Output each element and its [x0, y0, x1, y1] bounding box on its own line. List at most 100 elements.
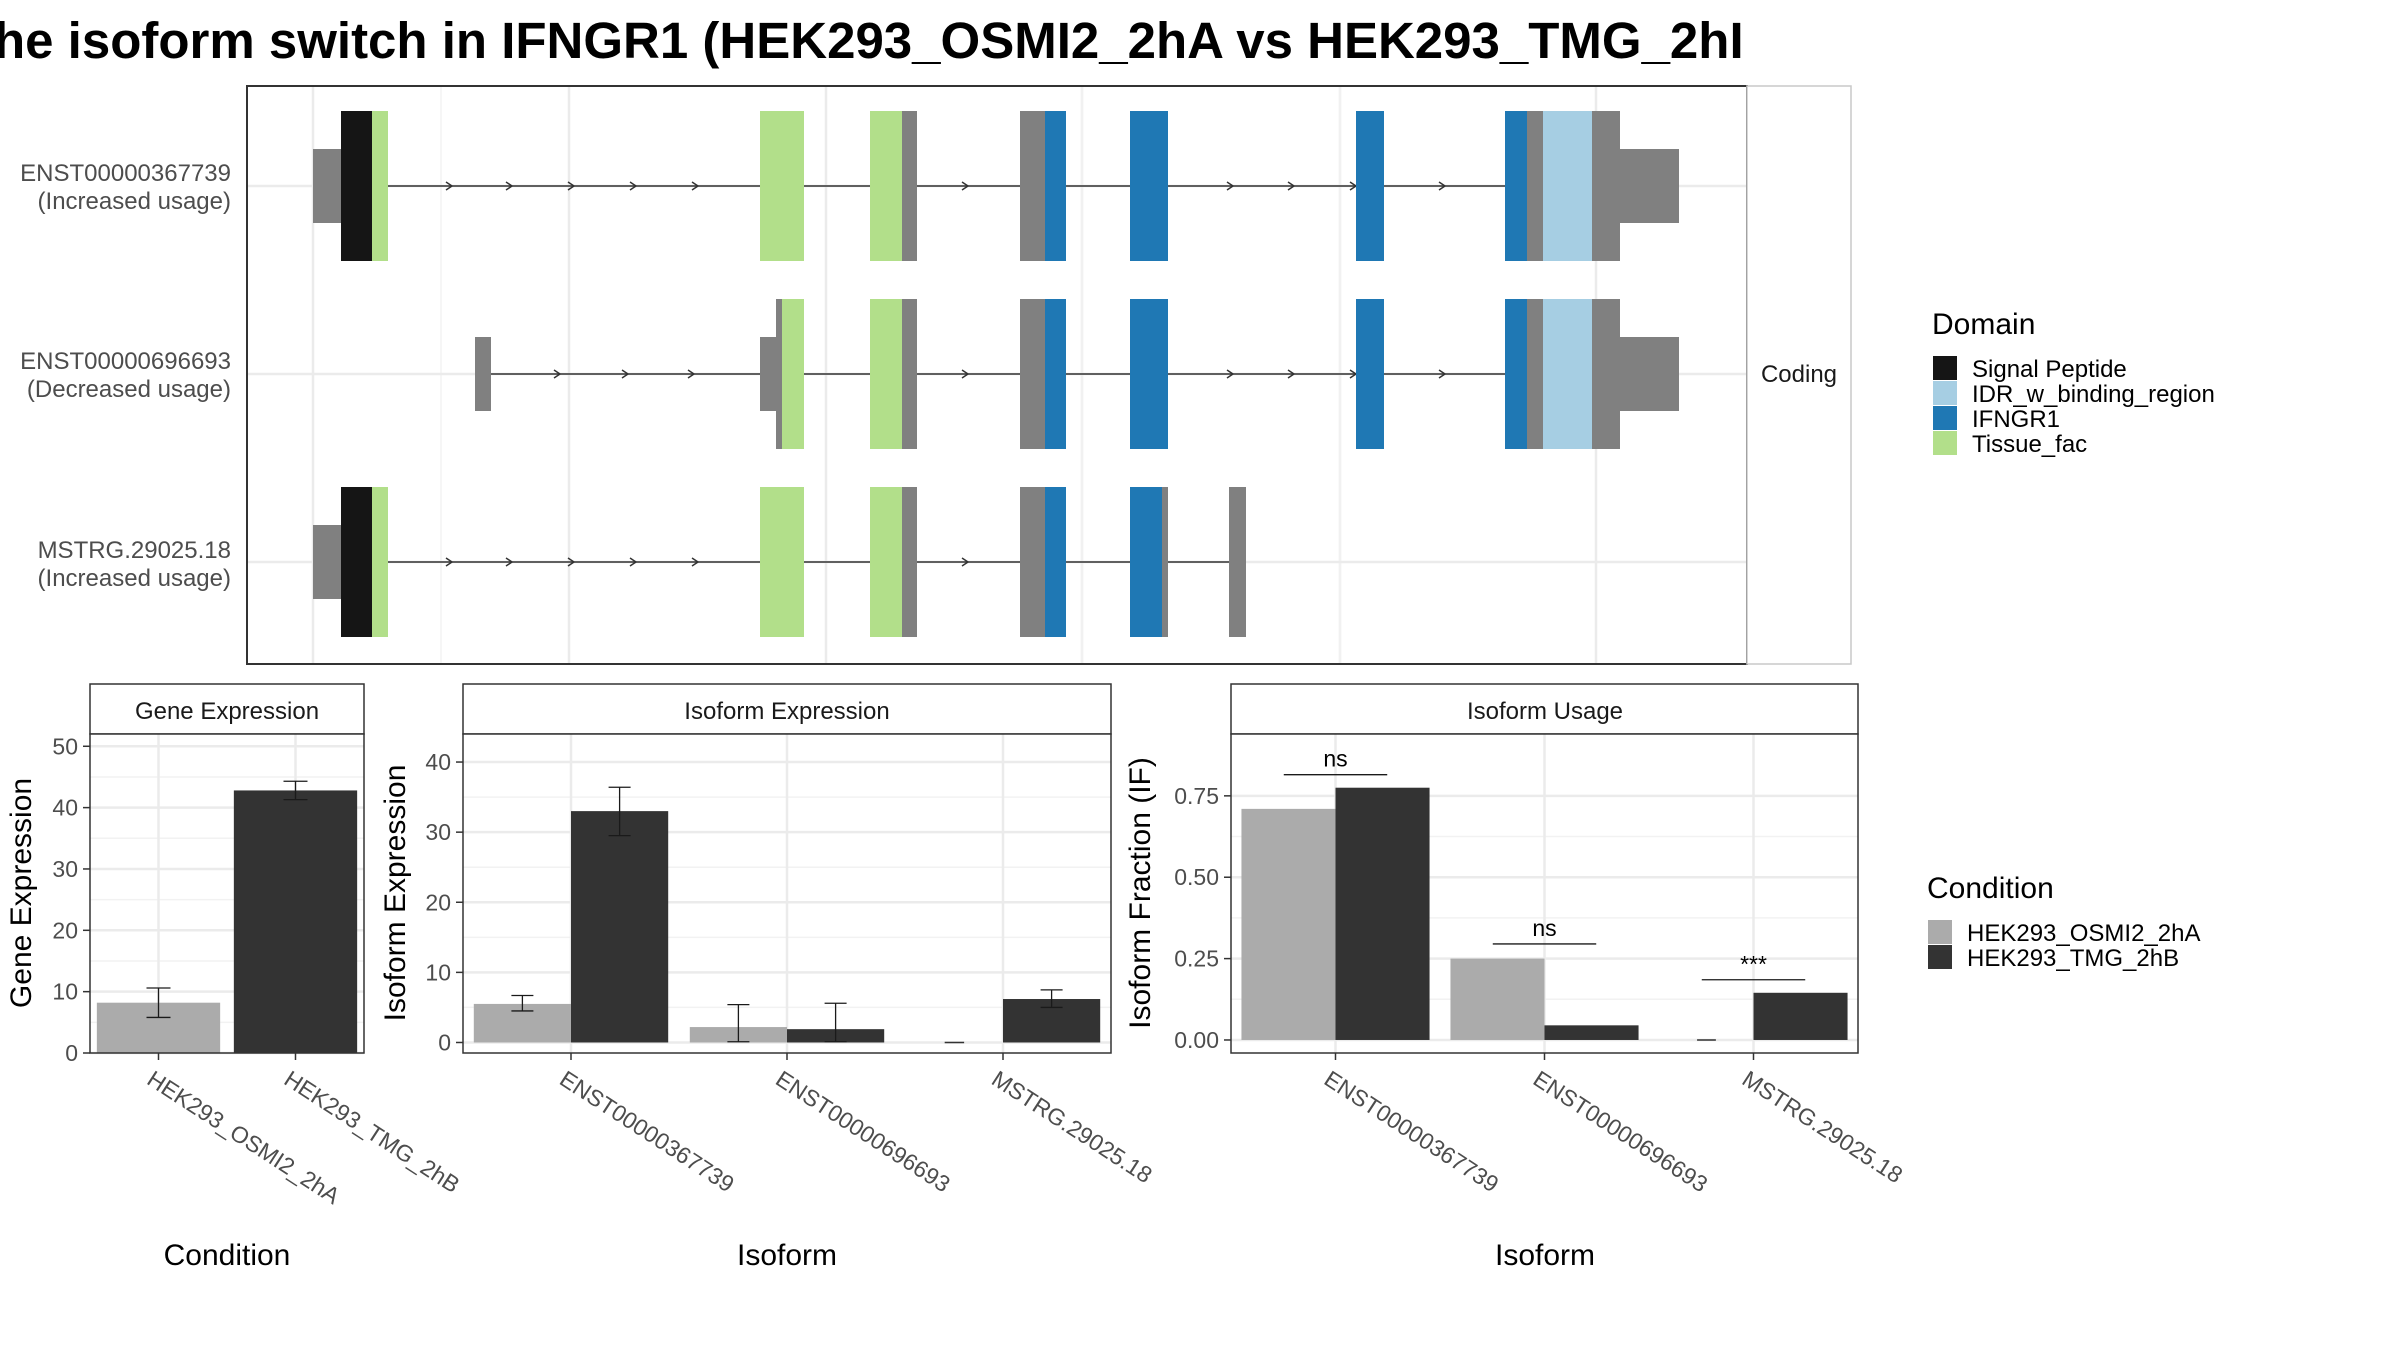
legend-key-osmi — [1928, 920, 1952, 944]
exon-block-tissue-fac — [372, 487, 388, 637]
transcript-models — [313, 111, 1679, 637]
strand-arrow-icon — [691, 557, 700, 567]
isoform-expression-x-label: Isoform — [737, 1239, 837, 1272]
facet-strip — [1746, 85, 1852, 665]
y-tick-label: 0.00 — [1174, 1027, 1219, 1053]
isoform-usage-x-label: Isoform — [1495, 1239, 1595, 1272]
legend-label-idr: IDR_w_binding_region — [1972, 381, 2215, 408]
bar — [571, 811, 669, 1043]
legend-label-ifngr1: IFNGR1 — [1972, 406, 2060, 433]
gene-expression-title: Gene Expression — [135, 698, 319, 725]
x-tick-label: MSTRG.29025.18 — [987, 1065, 1157, 1188]
strand-arrow-icon — [1287, 181, 1296, 191]
bar — [1753, 992, 1848, 1040]
exon-block-ifngr1 — [1505, 299, 1527, 449]
transcript-label-1-usage: (Increased usage) — [38, 188, 231, 215]
exon-block-utr — [1527, 111, 1543, 261]
isoform-usage-title: Isoform Usage — [1467, 698, 1623, 725]
y-tick-label: 30 — [52, 856, 78, 882]
exon-block-utr — [902, 299, 917, 449]
exon-block-ifngr1 — [1045, 299, 1066, 449]
exon-block-utr — [1620, 337, 1679, 411]
y-tick-label: 50 — [52, 733, 78, 759]
y-tick-label: 0 — [438, 1029, 451, 1055]
bar — [1450, 958, 1545, 1040]
legend-key-tmg — [1928, 945, 1952, 969]
gene-expression-y-label: Gene Expression — [5, 778, 38, 1008]
domain-legend-title: Domain — [1932, 308, 2035, 341]
legend-label-tissue-fac: Tissue_fac — [1972, 431, 2087, 458]
legend-key-idr — [1933, 381, 1957, 405]
gene-expression-strip — [89, 683, 365, 735]
condition-legend: Condition HEK293_OSMI2_2hA HEK293_TMG_2h… — [1927, 872, 2200, 972]
strand-arrow-icon — [621, 369, 630, 379]
legend-key-tissue-fac — [1933, 431, 1957, 455]
transcript-structure-panel: Coding ENST00000367739 (Increased usage)… — [20, 85, 1852, 665]
exon-block-ifngr1 — [1356, 111, 1384, 261]
significance-label: ns — [1532, 915, 1556, 941]
strand-arrow-icon — [567, 557, 576, 567]
strand-arrow-icon — [553, 369, 562, 379]
bar — [233, 790, 358, 1053]
exon-block-tissue-fac — [760, 487, 804, 637]
exon-block-utr — [902, 487, 917, 637]
exon-block-utr — [313, 525, 341, 599]
y-tick-label: 40 — [52, 795, 78, 821]
exon-block-tissue-fac — [870, 487, 902, 637]
exon-block-ifngr1 — [1045, 111, 1066, 261]
exon-block-utr — [313, 149, 341, 223]
exon-block-tissue-fac — [782, 299, 804, 449]
exon-block-utr — [1229, 487, 1246, 637]
strand-arrow-icon — [961, 181, 970, 191]
isoform-usage-y-label: Isoform Fraction (IF) — [1124, 757, 1157, 1029]
isoform-expression-bars — [473, 786, 1101, 1044]
y-tick-label: 0 — [65, 1040, 78, 1066]
isoform-usage-panel: Isoform Usage ns ns *** 0.00 0.25 0.50 0.75 E… — [1124, 683, 1908, 1272]
x-tick-label: MSTRG.29025.18 — [1738, 1065, 1908, 1188]
strand-arrow-icon — [1226, 369, 1235, 379]
strand-arrow-icon — [445, 557, 454, 567]
isoform-usage-y-ticks: 0.00 0.25 0.50 0.75 — [1174, 783, 1231, 1053]
exon-block-utr — [1592, 111, 1620, 261]
strand-arrow-icon — [567, 181, 576, 191]
exon-block-idr — [1543, 299, 1592, 449]
legend-label-osmi: HEK293_OSMI2_2hA — [1967, 920, 2200, 947]
strand-arrow-icon — [629, 181, 638, 191]
strand-arrow-icon — [505, 181, 514, 191]
exon-block-utr — [1020, 487, 1045, 637]
exon-block-utr — [1020, 111, 1045, 261]
strand-arrow-icon — [691, 181, 700, 191]
y-tick-label: 10 — [52, 979, 78, 1005]
significance-label: ns — [1323, 746, 1347, 772]
exon-block-ifngr1 — [1505, 111, 1527, 261]
exon-block-tissue-fac — [760, 111, 804, 261]
y-tick-label: 20 — [52, 917, 78, 943]
strand-arrow-icon — [961, 557, 970, 567]
legend-label-tmg: HEK293_TMG_2hB — [1967, 945, 2179, 972]
exon-block-utr — [1162, 487, 1168, 637]
exon-block-signal-peptide — [341, 487, 372, 637]
strand-arrow-icon — [505, 557, 514, 567]
x-tick-label: ENST00000696693 — [1529, 1065, 1713, 1197]
exon-block-ifngr1 — [1130, 111, 1168, 261]
y-tick-label: 10 — [425, 959, 451, 985]
exon-block-utr — [902, 111, 917, 261]
y-tick-label: 0.75 — [1174, 783, 1219, 809]
y-tick-label: 40 — [425, 749, 451, 775]
transcript-label-3-name: MSTRG.29025.18 — [38, 537, 231, 564]
isoform-expression-y-ticks: 0 10 20 30 40 — [425, 749, 463, 1055]
exon-block-tissue-fac — [372, 111, 388, 261]
exon-block-utr — [475, 337, 491, 411]
isoform-expression-title: Isoform Expression — [684, 698, 889, 725]
gene-expression-y-ticks: 0 10 20 30 40 50 — [52, 733, 90, 1066]
exon-block-ifngr1 — [1130, 299, 1168, 449]
exon-block-idr — [1543, 111, 1592, 261]
exon-block-tissue-fac — [870, 299, 902, 449]
strand-arrow-icon — [1438, 369, 1447, 379]
domain-legend: Domain Signal Peptide IDR_w_binding_regi… — [1932, 308, 2215, 458]
transcript-label-3-usage: (Increased usage) — [38, 565, 231, 592]
exon-block-tissue-fac — [870, 111, 902, 261]
strand-arrow-icon — [1226, 181, 1235, 191]
transcript-label-2-usage: (Decreased usage) — [27, 376, 231, 403]
isoform-expression-panel: Isoform Expression 0 10 20 30 40 ENST0000036… — [379, 683, 1157, 1272]
